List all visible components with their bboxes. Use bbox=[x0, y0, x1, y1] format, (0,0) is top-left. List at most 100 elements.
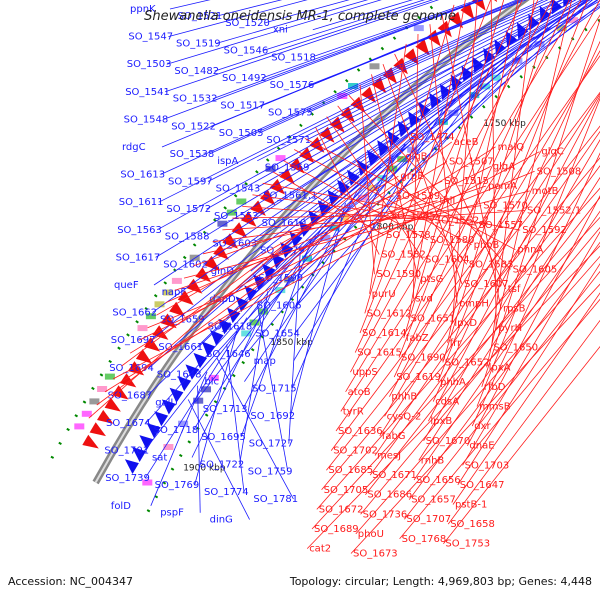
forward-gene-arrow bbox=[177, 376, 192, 392]
reverse-gene-label: SO_1612 bbox=[367, 308, 412, 319]
forward-leader-line bbox=[163, 0, 484, 120]
reverse-gene-label: SO_1671 bbox=[372, 470, 417, 481]
ruler-label: 1900 kbp bbox=[183, 464, 226, 474]
reverse-gene-arrow bbox=[177, 290, 194, 306]
reverse-gene-label: SO_1607 bbox=[464, 279, 509, 290]
forward-gene-label: SO_1548 bbox=[124, 114, 169, 125]
forward-gene-label: dinG bbox=[210, 515, 233, 526]
forward-gene-label: SO_1522 bbox=[171, 121, 216, 132]
forward-leader-line bbox=[165, 0, 440, 93]
reverse-gene-label: SO_1703 bbox=[465, 460, 510, 471]
forward-gene-arrow bbox=[472, 56, 485, 74]
reverse-leader-line bbox=[242, 206, 433, 221]
reverse-gene-label: SO_1552.2 bbox=[435, 215, 489, 226]
reverse-leader-line bbox=[138, 166, 491, 341]
reverse-gene-label: tsf bbox=[508, 284, 521, 295]
forward-leader-line bbox=[298, 0, 593, 279]
forward-gene-label: ispA bbox=[217, 156, 238, 167]
forward-gene-arrow bbox=[226, 307, 241, 324]
reverse-gene-label: SO_1539 bbox=[396, 191, 441, 202]
cog-block-inner bbox=[329, 224, 340, 231]
forward-leader-line bbox=[157, 0, 577, 231]
cog-block-outer bbox=[163, 289, 174, 296]
reverse-gene-label: SO_1605 bbox=[513, 264, 558, 275]
genome-summary: Topology: circular; Length: 4,969,803 bp… bbox=[289, 575, 592, 588]
forward-leader-line bbox=[239, 291, 269, 465]
reverse-gene-arrow bbox=[195, 267, 212, 283]
reverse-gene-label: dnaE bbox=[469, 441, 494, 452]
reverse-gene-label: SO_1753 bbox=[445, 539, 490, 550]
cog-block-inner bbox=[241, 330, 252, 337]
reverse-gene-arrow bbox=[269, 178, 285, 195]
forward-leader-line bbox=[216, 357, 294, 500]
reverse-gene-label: pyrH bbox=[498, 323, 522, 334]
forward-leader-line bbox=[248, 16, 563, 300]
forward-gene-label: SO_1518 bbox=[271, 52, 316, 63]
forward-leader-line bbox=[263, 0, 426, 51]
reverse-gene-arrow bbox=[127, 361, 145, 376]
reverse-leader-line bbox=[212, 205, 482, 243]
forward-gene-arrow bbox=[262, 263, 276, 280]
reverse-leader-line bbox=[156, 175, 399, 316]
reverse-leader-line bbox=[104, 146, 496, 393]
forward-gene-arrow bbox=[244, 285, 258, 302]
forward-gene-label: SO_1611 bbox=[119, 197, 164, 208]
forward-leader-line bbox=[206, 0, 582, 210]
reverse-leader-line bbox=[345, 0, 582, 393]
reverse-gene-label: SO_1652 bbox=[445, 357, 490, 368]
reverse-gene-label: SO_1673 bbox=[353, 549, 398, 560]
reverse-gene-label: cysQ-2 bbox=[387, 411, 422, 422]
reverse-gene-label: mesJ bbox=[377, 451, 401, 462]
reverse-gene-label: glgA bbox=[493, 161, 515, 172]
forward-leader-line bbox=[244, 143, 406, 382]
forward-gene-label: SO_1715 bbox=[252, 384, 297, 395]
reverse-gene-label: motB bbox=[532, 186, 559, 197]
forward-leader-line bbox=[245, 99, 456, 355]
reverse-gene-label: SO_1689 bbox=[314, 524, 359, 535]
reverse-leader-line bbox=[365, 196, 600, 495]
reverse-leader-line bbox=[389, 0, 600, 397]
forward-gene-arrow bbox=[161, 399, 176, 415]
reverse-gene-arrow bbox=[160, 313, 177, 329]
reverse-leader-line bbox=[321, 157, 600, 491]
forward-gene-label: SO_1602 bbox=[163, 259, 208, 270]
reverse-leader-line bbox=[232, 215, 389, 219]
forward-gene-label: SO_1769 bbox=[155, 480, 200, 491]
reverse-gene-arrow bbox=[279, 168, 295, 184]
reverse-leader-line bbox=[340, 14, 600, 412]
reverse-gene-label: pstB-1 bbox=[455, 500, 487, 511]
cog-block-inner bbox=[320, 234, 331, 241]
forward-gene-arrow bbox=[139, 435, 154, 450]
forward-gene-label: SO_1695 bbox=[201, 432, 246, 443]
forward-gene-label: SO_1659 bbox=[160, 315, 205, 326]
cog-block-outer bbox=[145, 313, 156, 320]
cog-block-outer bbox=[97, 386, 108, 392]
forward-gene-arrow bbox=[154, 411, 169, 427]
cog-block-outer bbox=[217, 220, 228, 227]
reverse-leader-line bbox=[467, 195, 600, 446]
forward-leader-line bbox=[212, 0, 483, 100]
forward-gene-label: SO_1543 bbox=[216, 183, 261, 194]
forward-leader-line bbox=[191, 278, 279, 458]
cog-block-outer bbox=[74, 423, 85, 430]
forward-leader-line bbox=[158, 0, 564, 203]
reverse-leader-line bbox=[442, 0, 555, 363]
reverse-gene-arrow bbox=[382, 67, 398, 84]
reverse-gene-arrow bbox=[120, 373, 137, 388]
cog-block-inner bbox=[469, 92, 480, 99]
cog-block-outer bbox=[81, 410, 92, 417]
forward-gene-label: SO_1576 bbox=[270, 80, 315, 91]
reverse-gene-arrow bbox=[112, 385, 129, 400]
reverse-leader-line bbox=[379, 93, 600, 437]
forward-gene-label: SO_1503 bbox=[127, 59, 172, 70]
reverse-gene-label: svd bbox=[415, 294, 432, 305]
reverse-gene-label: cdsA bbox=[435, 397, 459, 408]
reverse-leader-line bbox=[335, 55, 600, 432]
reverse-leader-line bbox=[272, 171, 385, 236]
forward-gene-label: ppnK bbox=[130, 4, 156, 15]
reverse-leader-line bbox=[374, 130, 600, 456]
forward-gene-label: SO_1759 bbox=[248, 466, 293, 477]
reverse-gene-arrow bbox=[82, 434, 99, 449]
cog-block-inner bbox=[201, 386, 211, 393]
